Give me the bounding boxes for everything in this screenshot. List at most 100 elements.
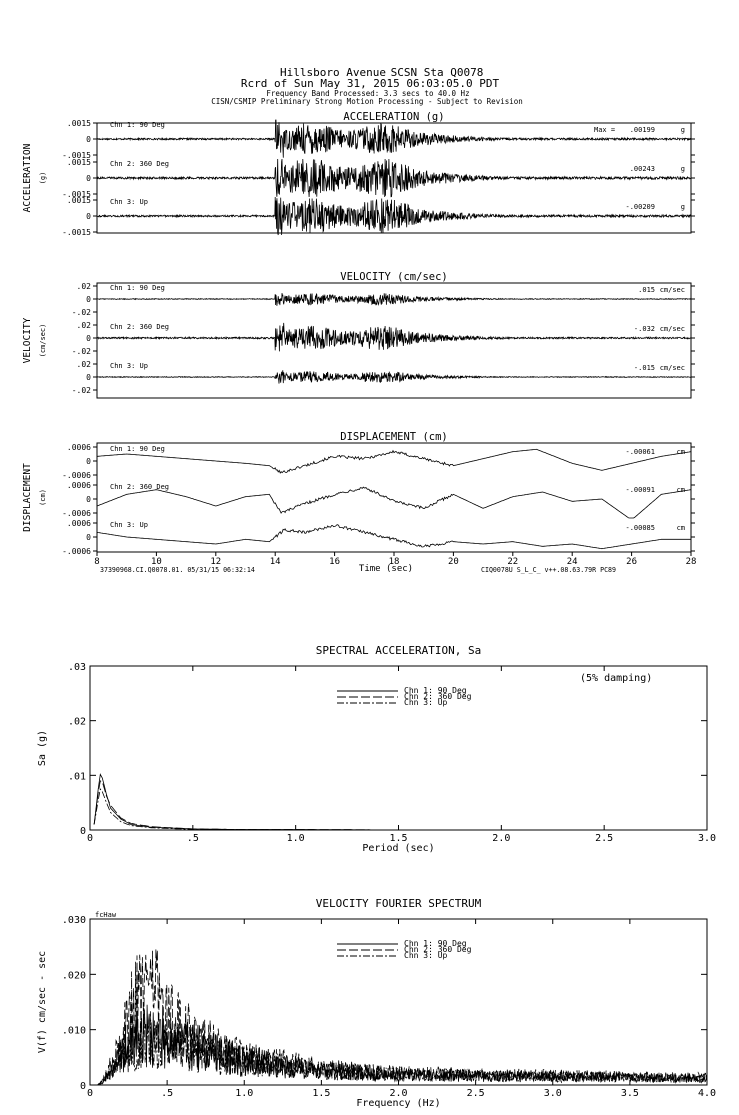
x-tick-label: 12 bbox=[210, 557, 221, 567]
peak-unit: cm bbox=[677, 448, 685, 456]
x-tick-label: 14 bbox=[270, 557, 281, 567]
x-tick-label: 1.0 bbox=[235, 1088, 253, 1099]
peak-unit: cm/sec bbox=[660, 286, 685, 294]
spectrum-panel-1: SPECTRAL ACCELERATION, Sa 0 .5 1.0 1.5 2.0 2.5… bbox=[37, 644, 716, 854]
y-tick-label: -.0015 bbox=[62, 228, 91, 237]
time-history-panel-3: DISPLACEMENT (cm) DISPLACEMENT (cm) .0006 0 -… bbox=[22, 431, 696, 574]
y-axis-title: VELOCITY bbox=[22, 317, 33, 363]
series-label: Chn 3: Up bbox=[110, 198, 148, 206]
series-trace bbox=[97, 448, 692, 474]
y-tick-label: 0 bbox=[86, 212, 91, 221]
header-block: Hillsboro Avenue SCSN Sta Q0078 Rcrd of … bbox=[211, 66, 523, 106]
plot-frame bbox=[89, 665, 708, 831]
y-tick-label: 0 bbox=[86, 295, 91, 304]
y-tick-label: 0 bbox=[86, 174, 91, 183]
x-tick-label: 2.5 bbox=[595, 833, 613, 844]
x-tick-label: 1.0 bbox=[287, 833, 305, 844]
y-tick-label: .0006 bbox=[67, 443, 91, 452]
legend-label: Chn 2: 360 Deg bbox=[404, 945, 472, 954]
spectrum-panel-2: VELOCITY FOURIER SPECTRUM 0 .5 1.0 1.5 2.0 2.5… bbox=[37, 897, 716, 1109]
panel-title: ACCELERATION (g) bbox=[343, 111, 444, 123]
series-label: Chn 1: 90 Deg bbox=[110, 121, 165, 129]
panel-frame bbox=[96, 442, 692, 553]
x-tick-label: 0 bbox=[87, 833, 93, 844]
peak-unit: cm/sec bbox=[660, 325, 685, 333]
band-note: Frequency Band Processed: 3.3 secs to 40… bbox=[266, 89, 469, 98]
time-history-panel-1: ACCELERATION (g) ACCELERATION (g) .0015 0 -.0… bbox=[22, 111, 695, 237]
series-trace bbox=[96, 196, 692, 236]
processing-note: CISN/CSMIP Preliminary Strong Motion Pro… bbox=[211, 97, 523, 106]
x-tick-label: .5 bbox=[161, 1088, 173, 1099]
y-tick-label: .03 bbox=[68, 662, 86, 673]
x-tick-label: 22 bbox=[507, 557, 518, 567]
series-label: Chn 2: 360 Deg bbox=[110, 483, 169, 491]
y-tick-label: -.0006 bbox=[62, 547, 91, 556]
peak-value: -.00209 bbox=[625, 203, 655, 211]
series-trace bbox=[96, 119, 692, 158]
x-tick-label: 3.0 bbox=[698, 833, 716, 844]
y-tick-label: -.02 bbox=[72, 347, 91, 356]
station-title: Hillsboro Avenue bbox=[280, 66, 386, 79]
peak-value: -.015 bbox=[634, 364, 655, 372]
peak-unit: cm bbox=[677, 486, 685, 494]
y-tick-label: 0 bbox=[80, 1081, 86, 1092]
record-title: Rcrd of Sun May 31, 2015 06:03:05.0 PDT bbox=[241, 77, 500, 90]
legend-label: Chn 3: Up bbox=[404, 951, 448, 960]
y-axis-unit: (cm/sec) bbox=[39, 324, 47, 358]
x-tick-label: 20 bbox=[448, 557, 459, 567]
x-axis-title: Frequency (Hz) bbox=[356, 1098, 440, 1109]
footer-record-id: 37390968.CI.Q0078.01. 05/31/15 06:32:14 bbox=[100, 566, 255, 574]
series-trace bbox=[96, 370, 692, 384]
series-label: Chn 3: Up bbox=[110, 362, 148, 370]
footer-processing-id: CIQ0078U S_L_C_ v++.08.63.79R PC89 bbox=[481, 566, 616, 574]
x-tick-label: 10 bbox=[151, 557, 162, 567]
panel-title: VELOCITY (cm/sec) bbox=[340, 271, 447, 283]
y-tick-label: -.02 bbox=[72, 386, 91, 395]
y-tick-label: .020 bbox=[62, 970, 86, 981]
x-tick-label: 28 bbox=[686, 557, 697, 567]
charts-layer: ACCELERATION (g) ACCELERATION (g) .0015 0 -.0… bbox=[22, 111, 716, 1109]
y-tick-label: .030 bbox=[62, 915, 86, 926]
y-axis-title: ACCELERATION bbox=[22, 143, 33, 212]
y-axis-title: DISPLACEMENT bbox=[22, 463, 33, 532]
series-trace bbox=[96, 158, 692, 198]
x-tick-label: 2.5 bbox=[467, 1088, 485, 1099]
y-tick-label: .02 bbox=[77, 282, 92, 291]
legend-label: Chn 3: Up bbox=[404, 698, 448, 707]
y-tick-label: .02 bbox=[77, 360, 92, 369]
corner-label: fcHaw bbox=[95, 911, 117, 919]
y-tick-label: .0015 bbox=[67, 158, 91, 167]
peak-unit: g bbox=[681, 126, 685, 134]
y-tick-label: 0 bbox=[86, 373, 91, 382]
y-tick-label: -.02 bbox=[72, 308, 91, 317]
y-tick-label: .0015 bbox=[67, 196, 91, 205]
y-tick-label: .0015 bbox=[67, 119, 91, 128]
x-tick-label: 26 bbox=[626, 557, 637, 567]
x-tick-label: 1.5 bbox=[312, 1088, 330, 1099]
footer-block: 37390968.CI.Q0078.01. 05/31/15 06:32:14 … bbox=[100, 566, 616, 574]
x-tick-label: 4.0 bbox=[698, 1088, 716, 1099]
spectrum-curve bbox=[97, 1010, 708, 1086]
y-tick-label: 0 bbox=[86, 533, 91, 542]
x-tick-label: 8 bbox=[94, 557, 99, 567]
y-tick-label: .01 bbox=[68, 771, 86, 782]
y-tick-label: 0 bbox=[80, 826, 86, 837]
series-label: Chn 2: 360 Deg bbox=[110, 160, 169, 168]
x-tick-label: 0 bbox=[87, 1088, 93, 1099]
y-tick-label: 0 bbox=[86, 334, 91, 343]
peak-value: .015 bbox=[638, 286, 655, 294]
spectrum-curve bbox=[93, 780, 707, 831]
y-tick-label: .0006 bbox=[67, 519, 91, 528]
series-label: Chn 2: 360 Deg bbox=[110, 323, 169, 331]
x-axis-title: Time (sec) bbox=[359, 564, 413, 574]
y-tick-label: .010 bbox=[62, 1026, 86, 1037]
x-axis-title: Period (sec) bbox=[362, 843, 434, 854]
y-tick-label: 0 bbox=[86, 457, 91, 466]
peak-value: -.00091 bbox=[625, 486, 655, 494]
x-tick-label: 16 bbox=[329, 557, 340, 567]
chart-title: VELOCITY FOURIER SPECTRUM bbox=[316, 897, 482, 910]
legend-label: Chn 2: 360 Deg bbox=[404, 692, 472, 701]
damping-note: (5% damping) bbox=[580, 673, 652, 684]
y-tick-label: .02 bbox=[68, 717, 86, 728]
y-tick-label: .0006 bbox=[67, 481, 91, 490]
